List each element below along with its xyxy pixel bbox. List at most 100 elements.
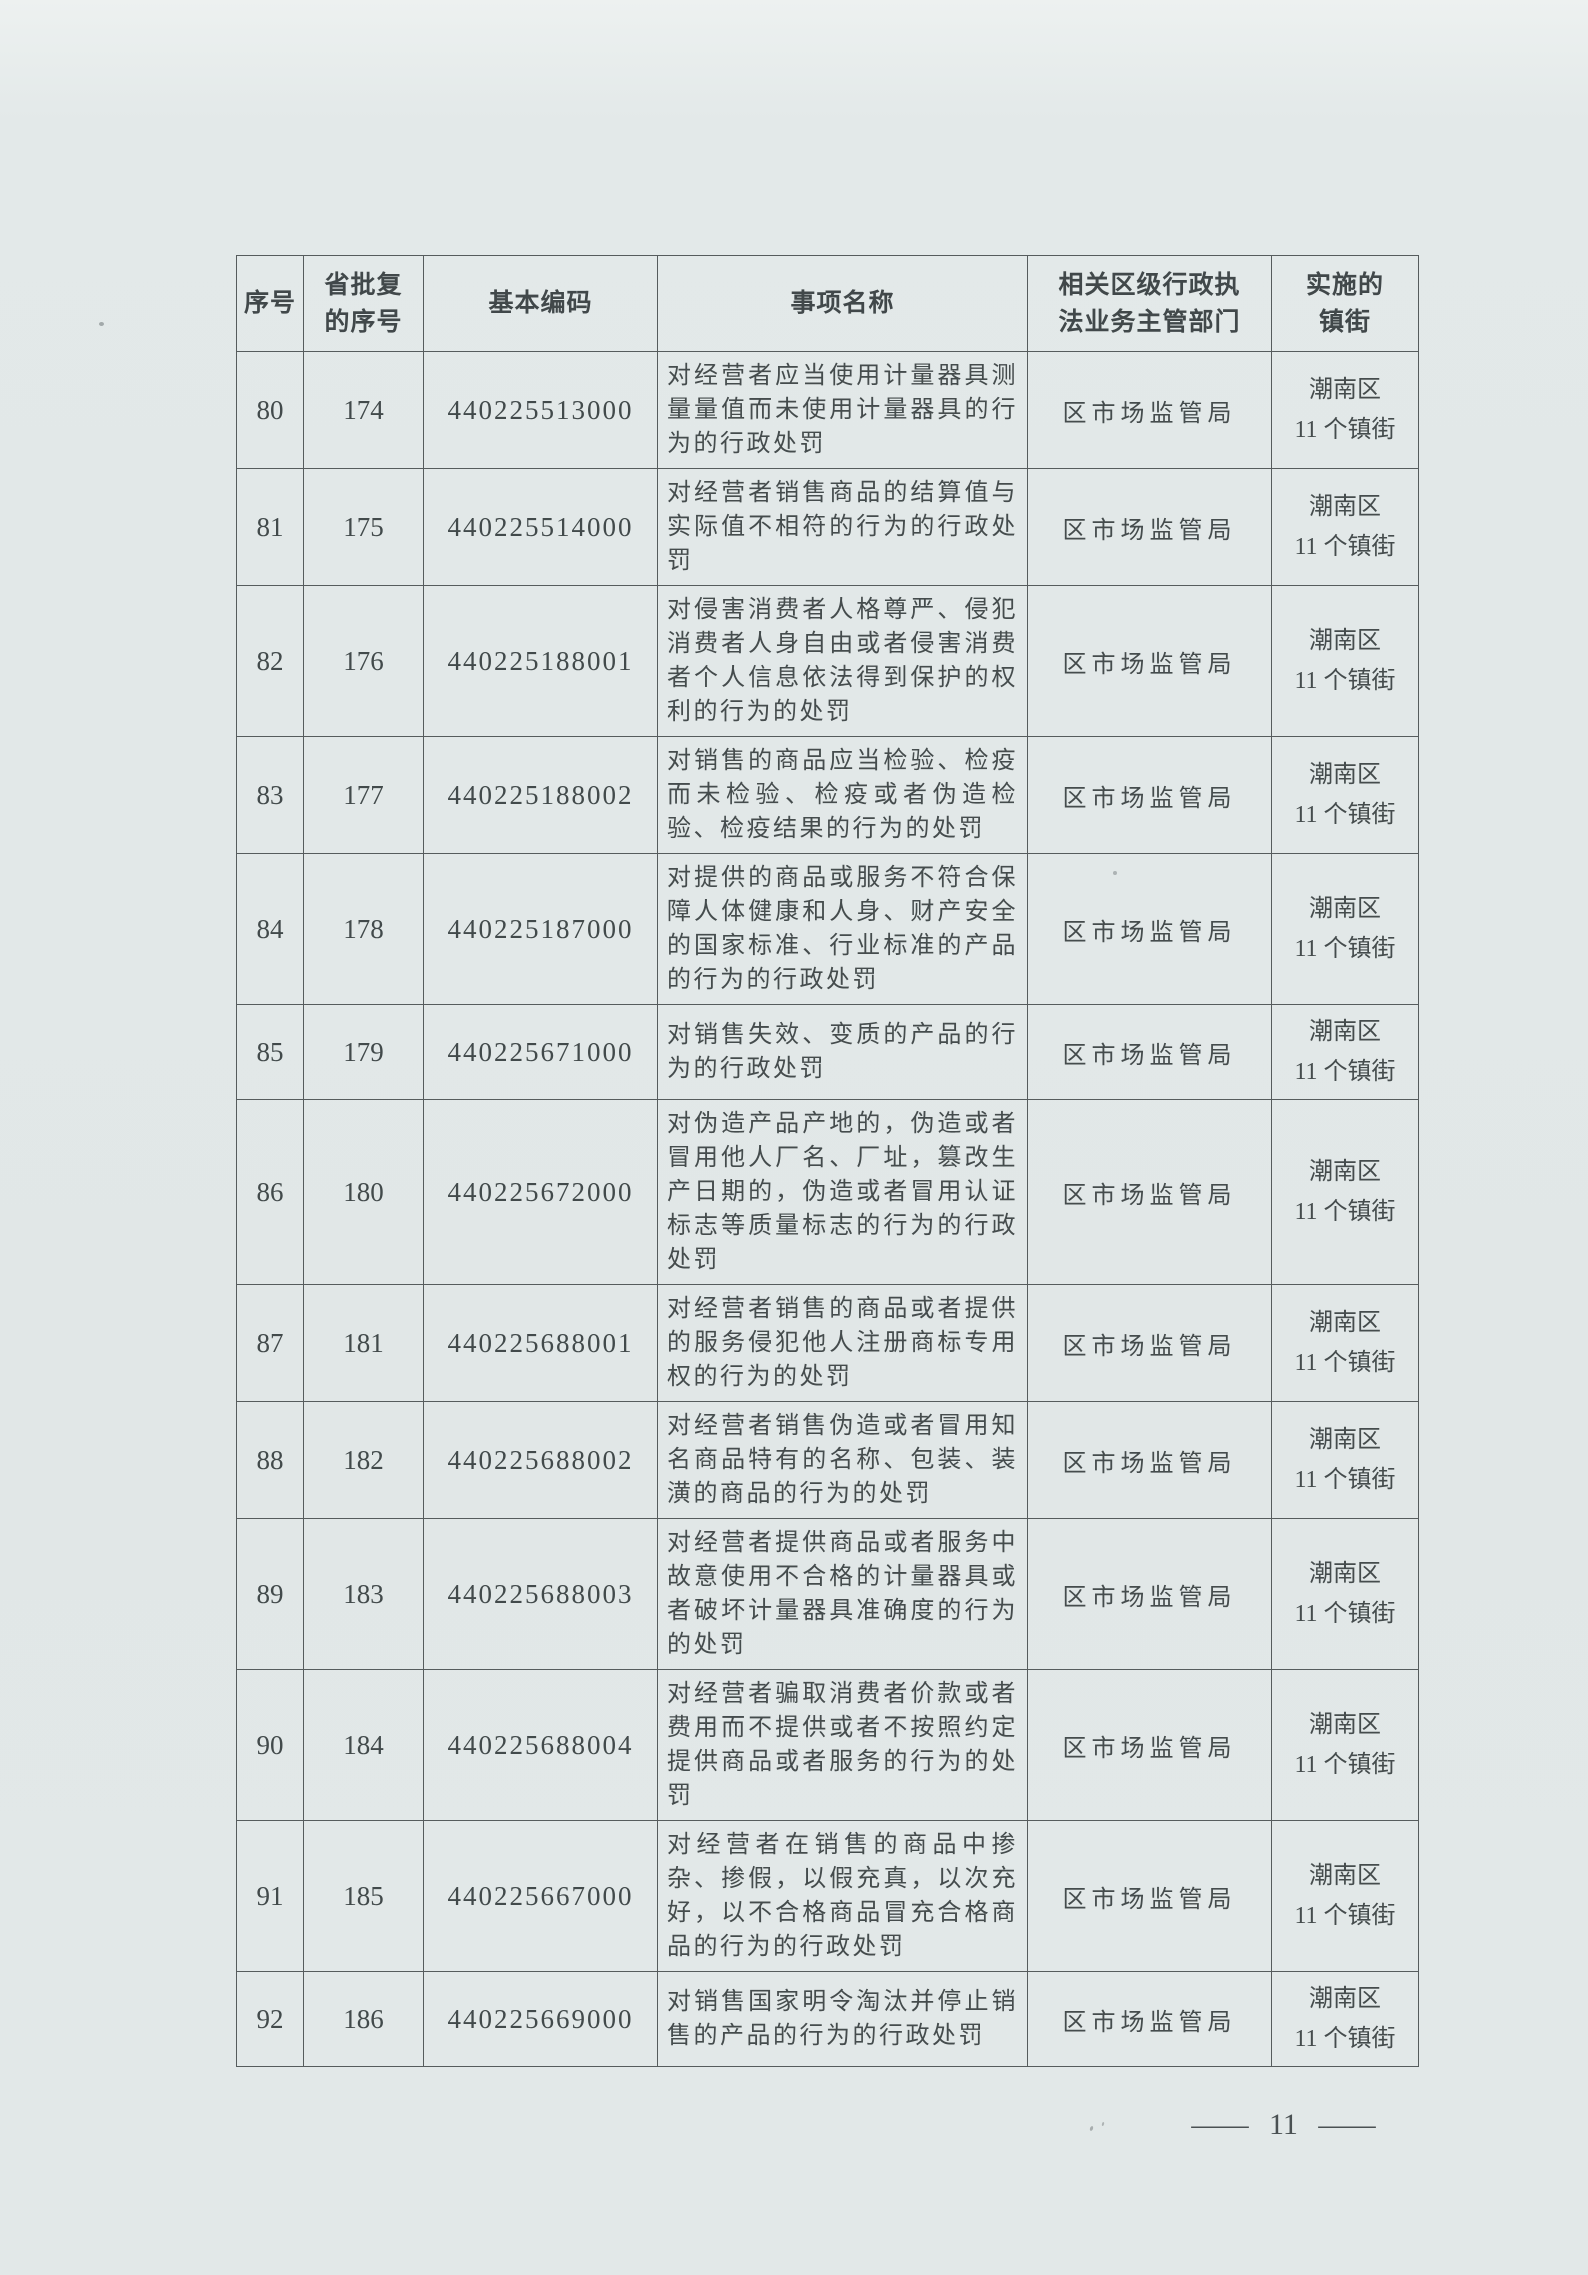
- column-header-no: 序号: [236, 255, 304, 352]
- row-department-cell: 区市场监管局: [1027, 736, 1272, 854]
- row-towns-cell: 潮南区 11 个镇街: [1271, 351, 1419, 469]
- page-number: 11: [1269, 2108, 1298, 2141]
- row-basic-code-cell: 440225513000: [423, 351, 658, 469]
- row-basic-code-cell: 440225667000: [423, 1820, 658, 1972]
- row-department-cell: 区市场监管局: [1027, 1971, 1272, 2067]
- row-no-cell: 88: [236, 1401, 304, 1519]
- row-provincial-no-cell: 178: [303, 853, 424, 1005]
- row-item-name-cell: 对经营者骗取消费者价款或者费用而不提供或者不按照约定提供商品或者服务的行为的处罚: [657, 1669, 1028, 1821]
- row-basic-code-cell: 440225188001: [423, 585, 658, 737]
- row-provincial-no-cell: 176: [303, 585, 424, 737]
- row-no-cell: 86: [236, 1099, 304, 1285]
- row-item-name-cell: 对销售的商品应当检验、检疫而未检验、检疫或者伪造检验、检疫结果的行为的处罚: [657, 736, 1028, 854]
- row-towns-cell: 潮南区 11 个镇街: [1271, 1669, 1419, 1821]
- table-row: 90 184 440225688004 对经营者骗取消费者价款或者费用而不提供或者不按…: [236, 1669, 1419, 1821]
- row-item-name-cell: 对经营者应当使用计量器具测量量值而未使用计量器具的行为的行政处罚: [657, 351, 1028, 469]
- row-towns-cell: 潮南区 11 个镇街: [1271, 1820, 1419, 1972]
- row-provincial-no-cell: 184: [303, 1669, 424, 1821]
- table-row: 82 176 440225188001 对侵害消费者人格尊严、侵犯消费者人身自由或者侵…: [236, 585, 1419, 737]
- row-department-cell: 区市场监管局: [1027, 1099, 1272, 1285]
- row-item-name-cell: 对经营者销售伪造或者冒用知名商品特有的名称、包装、装潢的商品的行为的处罚: [657, 1401, 1028, 1519]
- table-row: 88 182 440225688002 对经营者销售伪造或者冒用知名商品特有的名称、包…: [236, 1401, 1419, 1519]
- row-towns-cell: 潮南区 11 个镇街: [1271, 468, 1419, 586]
- row-item-name-cell: 对经营者销售商品的结算值与实际值不相符的行为的行政处罚: [657, 468, 1028, 586]
- footer-right-dash: —: [1318, 2108, 1376, 2141]
- footer-left-dash: —: [1191, 2108, 1249, 2141]
- row-item-name-cell: 对经营者销售的商品或者提供的服务侵犯他人注册商标专用权的行为的处罚: [657, 1284, 1028, 1402]
- row-towns-cell: 潮南区 11 个镇街: [1271, 736, 1419, 854]
- row-department-cell: 区市场监管局: [1027, 853, 1272, 1005]
- row-basic-code-cell: 440225688001: [423, 1284, 658, 1402]
- row-basic-code-cell: 440225672000: [423, 1099, 658, 1285]
- row-basic-code-cell: 440225688004: [423, 1669, 658, 1821]
- row-towns-cell: 潮南区 11 个镇街: [1271, 1099, 1419, 1285]
- row-no-cell: 80: [236, 351, 304, 469]
- row-item-name-cell: 对经营者在销售的商品中掺杂、掺假，以假充真，以次充好，以不合格商品冒充合格商品的…: [657, 1820, 1028, 1972]
- table-row: 85 179 440225671000 对销售失效、变质的产品的行为的行政处罚 区市场监…: [236, 1004, 1419, 1100]
- row-department-cell: 区市场监管局: [1027, 1004, 1272, 1100]
- row-provincial-no-cell: 180: [303, 1099, 424, 1285]
- column-header-basic-code: 基本编码: [423, 255, 658, 352]
- row-item-name-cell: 对提供的商品或服务不符合保障人体健康和人身、财产安全的国家标准、行业标准的产品的…: [657, 853, 1028, 1005]
- row-item-name-cell: 对侵害消费者人格尊严、侵犯消费者人身自由或者侵害消费者个人信息依法得到保护的权利…: [657, 585, 1028, 737]
- scan-speck: [1089, 2125, 1094, 2132]
- row-no-cell: 81: [236, 468, 304, 586]
- row-department-cell: 区市场监管局: [1027, 468, 1272, 586]
- row-provincial-no-cell: 181: [303, 1284, 424, 1402]
- row-provincial-no-cell: 175: [303, 468, 424, 586]
- row-towns-cell: 潮南区 11 个镇街: [1271, 585, 1419, 737]
- penalty-items-table: 序号 省批复 的序号 基本编码 事项名称 相关区级行政执 法业务主管部门 实施的…: [236, 255, 1419, 2067]
- row-no-cell: 84: [236, 853, 304, 1005]
- row-no-cell: 87: [236, 1284, 304, 1402]
- row-department-cell: 区市场监管局: [1027, 1401, 1272, 1519]
- row-basic-code-cell: 440225514000: [423, 468, 658, 586]
- row-towns-cell: 潮南区 11 个镇街: [1271, 1971, 1419, 2067]
- row-department-cell: 区市场监管局: [1027, 1518, 1272, 1670]
- table-row: 89 183 440225688003 对经营者提供商品或者服务中故意使用不合格的计量…: [236, 1518, 1419, 1670]
- row-provincial-no-cell: 174: [303, 351, 424, 469]
- row-towns-cell: 潮南区 11 个镇街: [1271, 1401, 1419, 1519]
- row-department-cell: 区市场监管局: [1027, 1284, 1272, 1402]
- row-department-cell: 区市场监管局: [1027, 1820, 1272, 1972]
- row-no-cell: 83: [236, 736, 304, 854]
- row-basic-code-cell: 440225187000: [423, 853, 658, 1005]
- row-item-name-cell: 对销售国家明令淘汰并停止销售的产品的行为的行政处罚: [657, 1971, 1028, 2067]
- row-basic-code-cell: 440225671000: [423, 1004, 658, 1100]
- row-towns-cell: 潮南区 11 个镇街: [1271, 853, 1419, 1005]
- row-towns-cell: 潮南区 11 个镇街: [1271, 1284, 1419, 1402]
- table-row: 87 181 440225688001 对经营者销售的商品或者提供的服务侵犯他人注册商…: [236, 1284, 1419, 1402]
- table-row: 86 180 440225672000 对伪造产品产地的，伪造或者冒用他人厂名、厂址，…: [236, 1099, 1419, 1285]
- row-provincial-no-cell: 179: [303, 1004, 424, 1100]
- table-row: 80 174 440225513000 对经营者应当使用计量器具测量量值而未使用计量器…: [236, 351, 1419, 469]
- row-provincial-no-cell: 182: [303, 1401, 424, 1519]
- row-no-cell: 82: [236, 585, 304, 737]
- row-department-cell: 区市场监管局: [1027, 351, 1272, 469]
- row-item-name-cell: 对销售失效、变质的产品的行为的行政处罚: [657, 1004, 1028, 1100]
- table-row: 92 186 440225669000 对销售国家明令淘汰并停止销售的产品的行为的行政…: [236, 1971, 1419, 2067]
- column-header-provincial-no: 省批复 的序号: [303, 255, 424, 352]
- table-row: 91 185 440225667000 对经营者在销售的商品中掺杂、掺假，以假充真，以…: [236, 1820, 1419, 1972]
- page-footer: — 11 —: [1192, 2108, 1376, 2142]
- row-basic-code-cell: 440225688003: [423, 1518, 658, 1670]
- table-row: 83 177 440225188002 对销售的商品应当检验、检疫而未检验、检疫或者伪…: [236, 736, 1419, 854]
- row-provincial-no-cell: 177: [303, 736, 424, 854]
- column-header-item-name: 事项名称: [657, 255, 1028, 352]
- column-header-department: 相关区级行政执 法业务主管部门: [1027, 255, 1272, 352]
- row-item-name-cell: 对伪造产品产地的，伪造或者冒用他人厂名、厂址，篡改生产日期的，伪造或者冒用认证标…: [657, 1099, 1028, 1285]
- row-towns-cell: 潮南区 11 个镇街: [1271, 1004, 1419, 1100]
- row-department-cell: 区市场监管局: [1027, 585, 1272, 737]
- row-basic-code-cell: 440225688002: [423, 1401, 658, 1519]
- row-basic-code-cell: 440225188002: [423, 736, 658, 854]
- column-header-towns: 实施的 镇街: [1271, 255, 1419, 352]
- row-provincial-no-cell: 185: [303, 1820, 424, 1972]
- row-provincial-no-cell: 183: [303, 1518, 424, 1670]
- scan-speck: [1113, 871, 1117, 875]
- row-no-cell: 85: [236, 1004, 304, 1100]
- scan-speck: [1101, 2121, 1105, 2127]
- row-department-cell: 区市场监管局: [1027, 1669, 1272, 1821]
- row-item-name-cell: 对经营者提供商品或者服务中故意使用不合格的计量器具或者破坏计量器具准确度的行为的…: [657, 1518, 1028, 1670]
- row-no-cell: 92: [236, 1971, 304, 2067]
- scan-speck: [99, 322, 104, 326]
- row-no-cell: 89: [236, 1518, 304, 1670]
- table-row: 84 178 440225187000 对提供的商品或服务不符合保障人体健康和人身、财…: [236, 853, 1419, 1005]
